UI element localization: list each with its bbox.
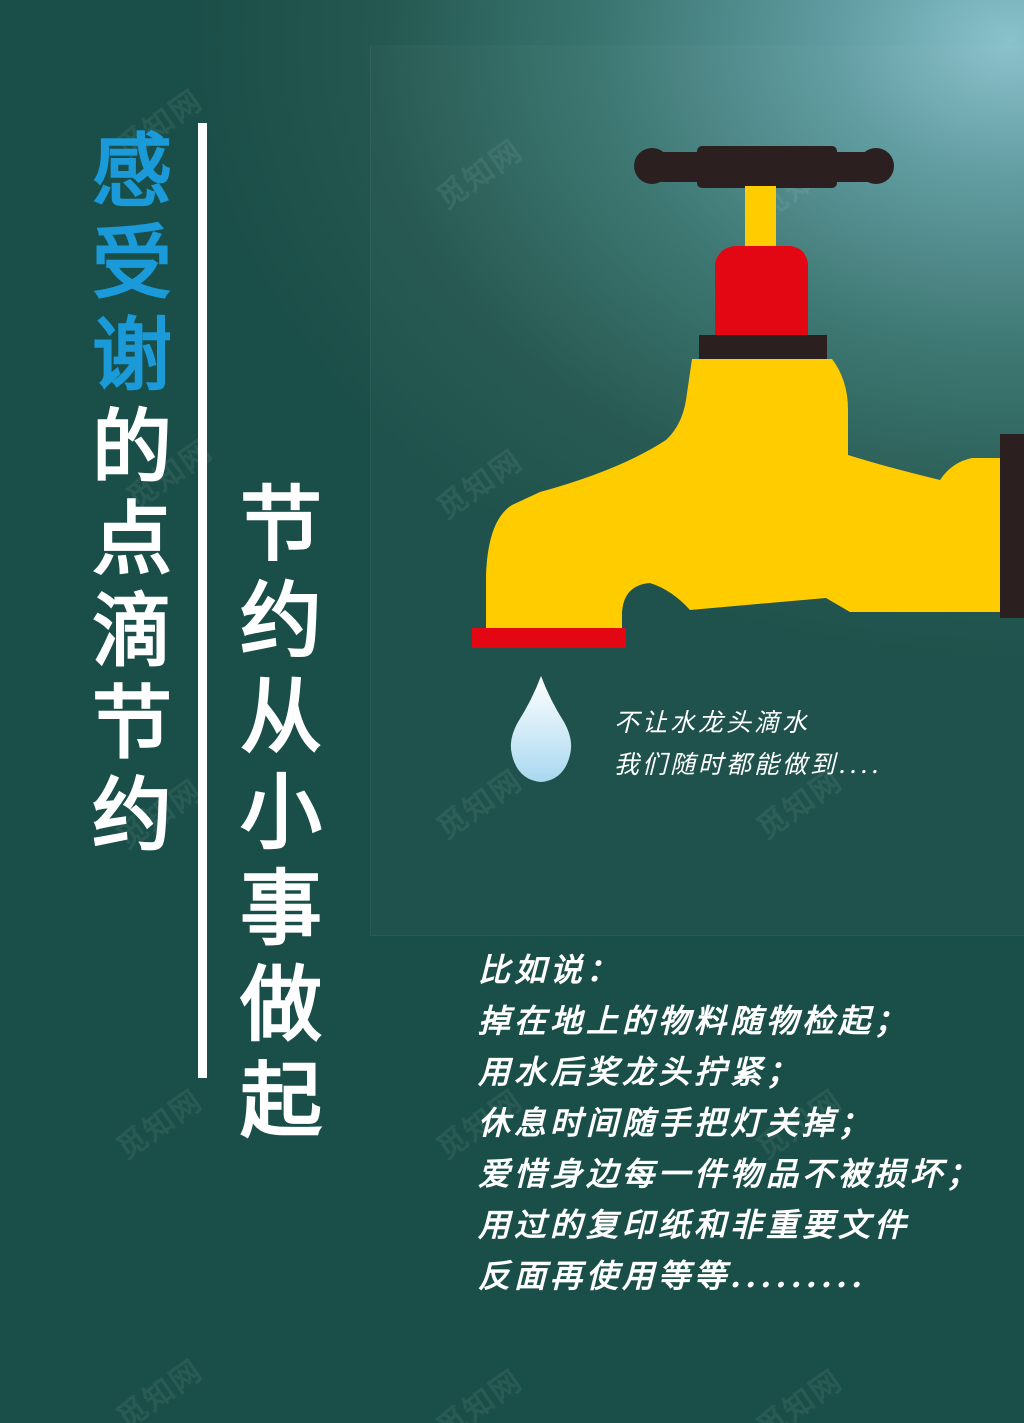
examples-text: 比如说： 掉在地上的物料随物检起； 用水后奖龙头拧紧； 休息时间随手把灯关掉； … (478, 945, 982, 1302)
title-char: 约 (92, 769, 172, 862)
title-char: 节 (92, 677, 172, 770)
slogan-char: 做 (240, 958, 323, 1053)
title-char: 滴 (92, 585, 172, 678)
vertical-divider (198, 123, 207, 1078)
title-char: 的 (92, 401, 172, 494)
caption-line: 不让水龙头滴水 (614, 708, 811, 737)
example-line: 掉在地上的物料随物检起； (478, 1002, 911, 1040)
title-char: 受 (92, 217, 172, 310)
watermark: 觅知网 (430, 1363, 530, 1423)
example-line: 休息时间随手把灯关掉； (478, 1104, 875, 1142)
watermark: 觅知网 (110, 1083, 210, 1167)
poster-title: 感 受 谢 的 点 滴 节 约 (92, 132, 172, 868)
example-line: 反面再使用等等......... (478, 1257, 867, 1295)
title-char: 谢 (92, 309, 172, 402)
slogan-char: 起 (240, 1054, 323, 1149)
caption-line: 我们随时都能做到.... (614, 750, 882, 779)
example-line: 用过的复印纸和非重要文件 (478, 1206, 911, 1244)
water-drop-icon (510, 676, 572, 782)
slogan-char: 从 (240, 670, 323, 765)
example-line: 爱惜身边每一件物品不被损坏； (478, 1155, 983, 1193)
illustration-panel (370, 45, 1024, 936)
example-line: 用水后奖龙头拧紧； (478, 1053, 803, 1091)
slogan-char: 事 (240, 862, 323, 957)
watermark: 觅知网 (750, 1363, 850, 1423)
slogan-char: 小 (240, 766, 323, 861)
examples-heading: 比如说： (478, 951, 623, 989)
title-char: 感 (92, 125, 172, 218)
faucet-icon (472, 146, 1024, 782)
caption: 不让水龙头滴水 我们随时都能做到.... (614, 702, 882, 786)
title-char: 点 (92, 493, 172, 586)
watermark: 觅知网 (110, 1353, 210, 1423)
slogan-char: 约 (240, 574, 323, 669)
slogan: 节 约 从 小 事 做 起 (240, 485, 322, 1157)
slogan-char: 节 (240, 478, 323, 573)
